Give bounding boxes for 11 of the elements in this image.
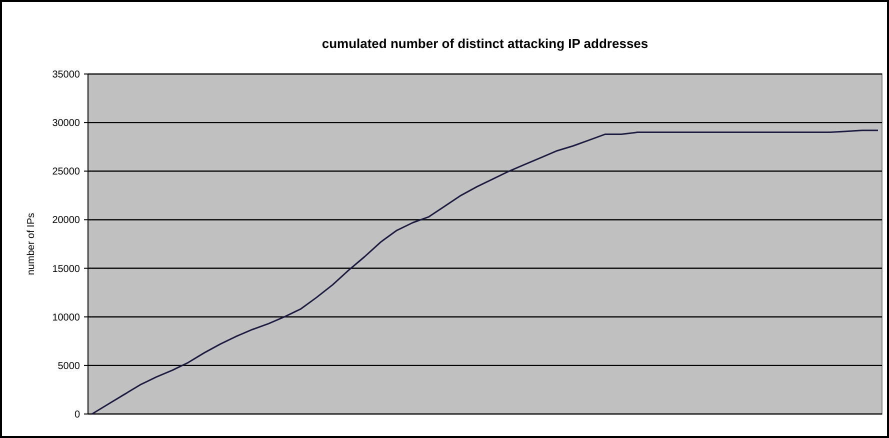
y-tick-label: 0 [74, 410, 80, 420]
y-tick-label: 35000 [52, 70, 80, 80]
line-series [91, 130, 879, 415]
y-axis-title: number of IPs [26, 212, 37, 276]
y-tick-label: 15000 [52, 264, 80, 275]
y-tick-label: 10000 [52, 312, 80, 324]
y-tick-label: 20000 [52, 215, 80, 226]
chart-title: cumulated number of distinct attacking IP addresses [322, 36, 648, 51]
y-tick-label: 30000 [52, 118, 80, 130]
y-tick-label: 25000 [52, 166, 80, 178]
y-tick-label: 5000 [58, 360, 80, 372]
